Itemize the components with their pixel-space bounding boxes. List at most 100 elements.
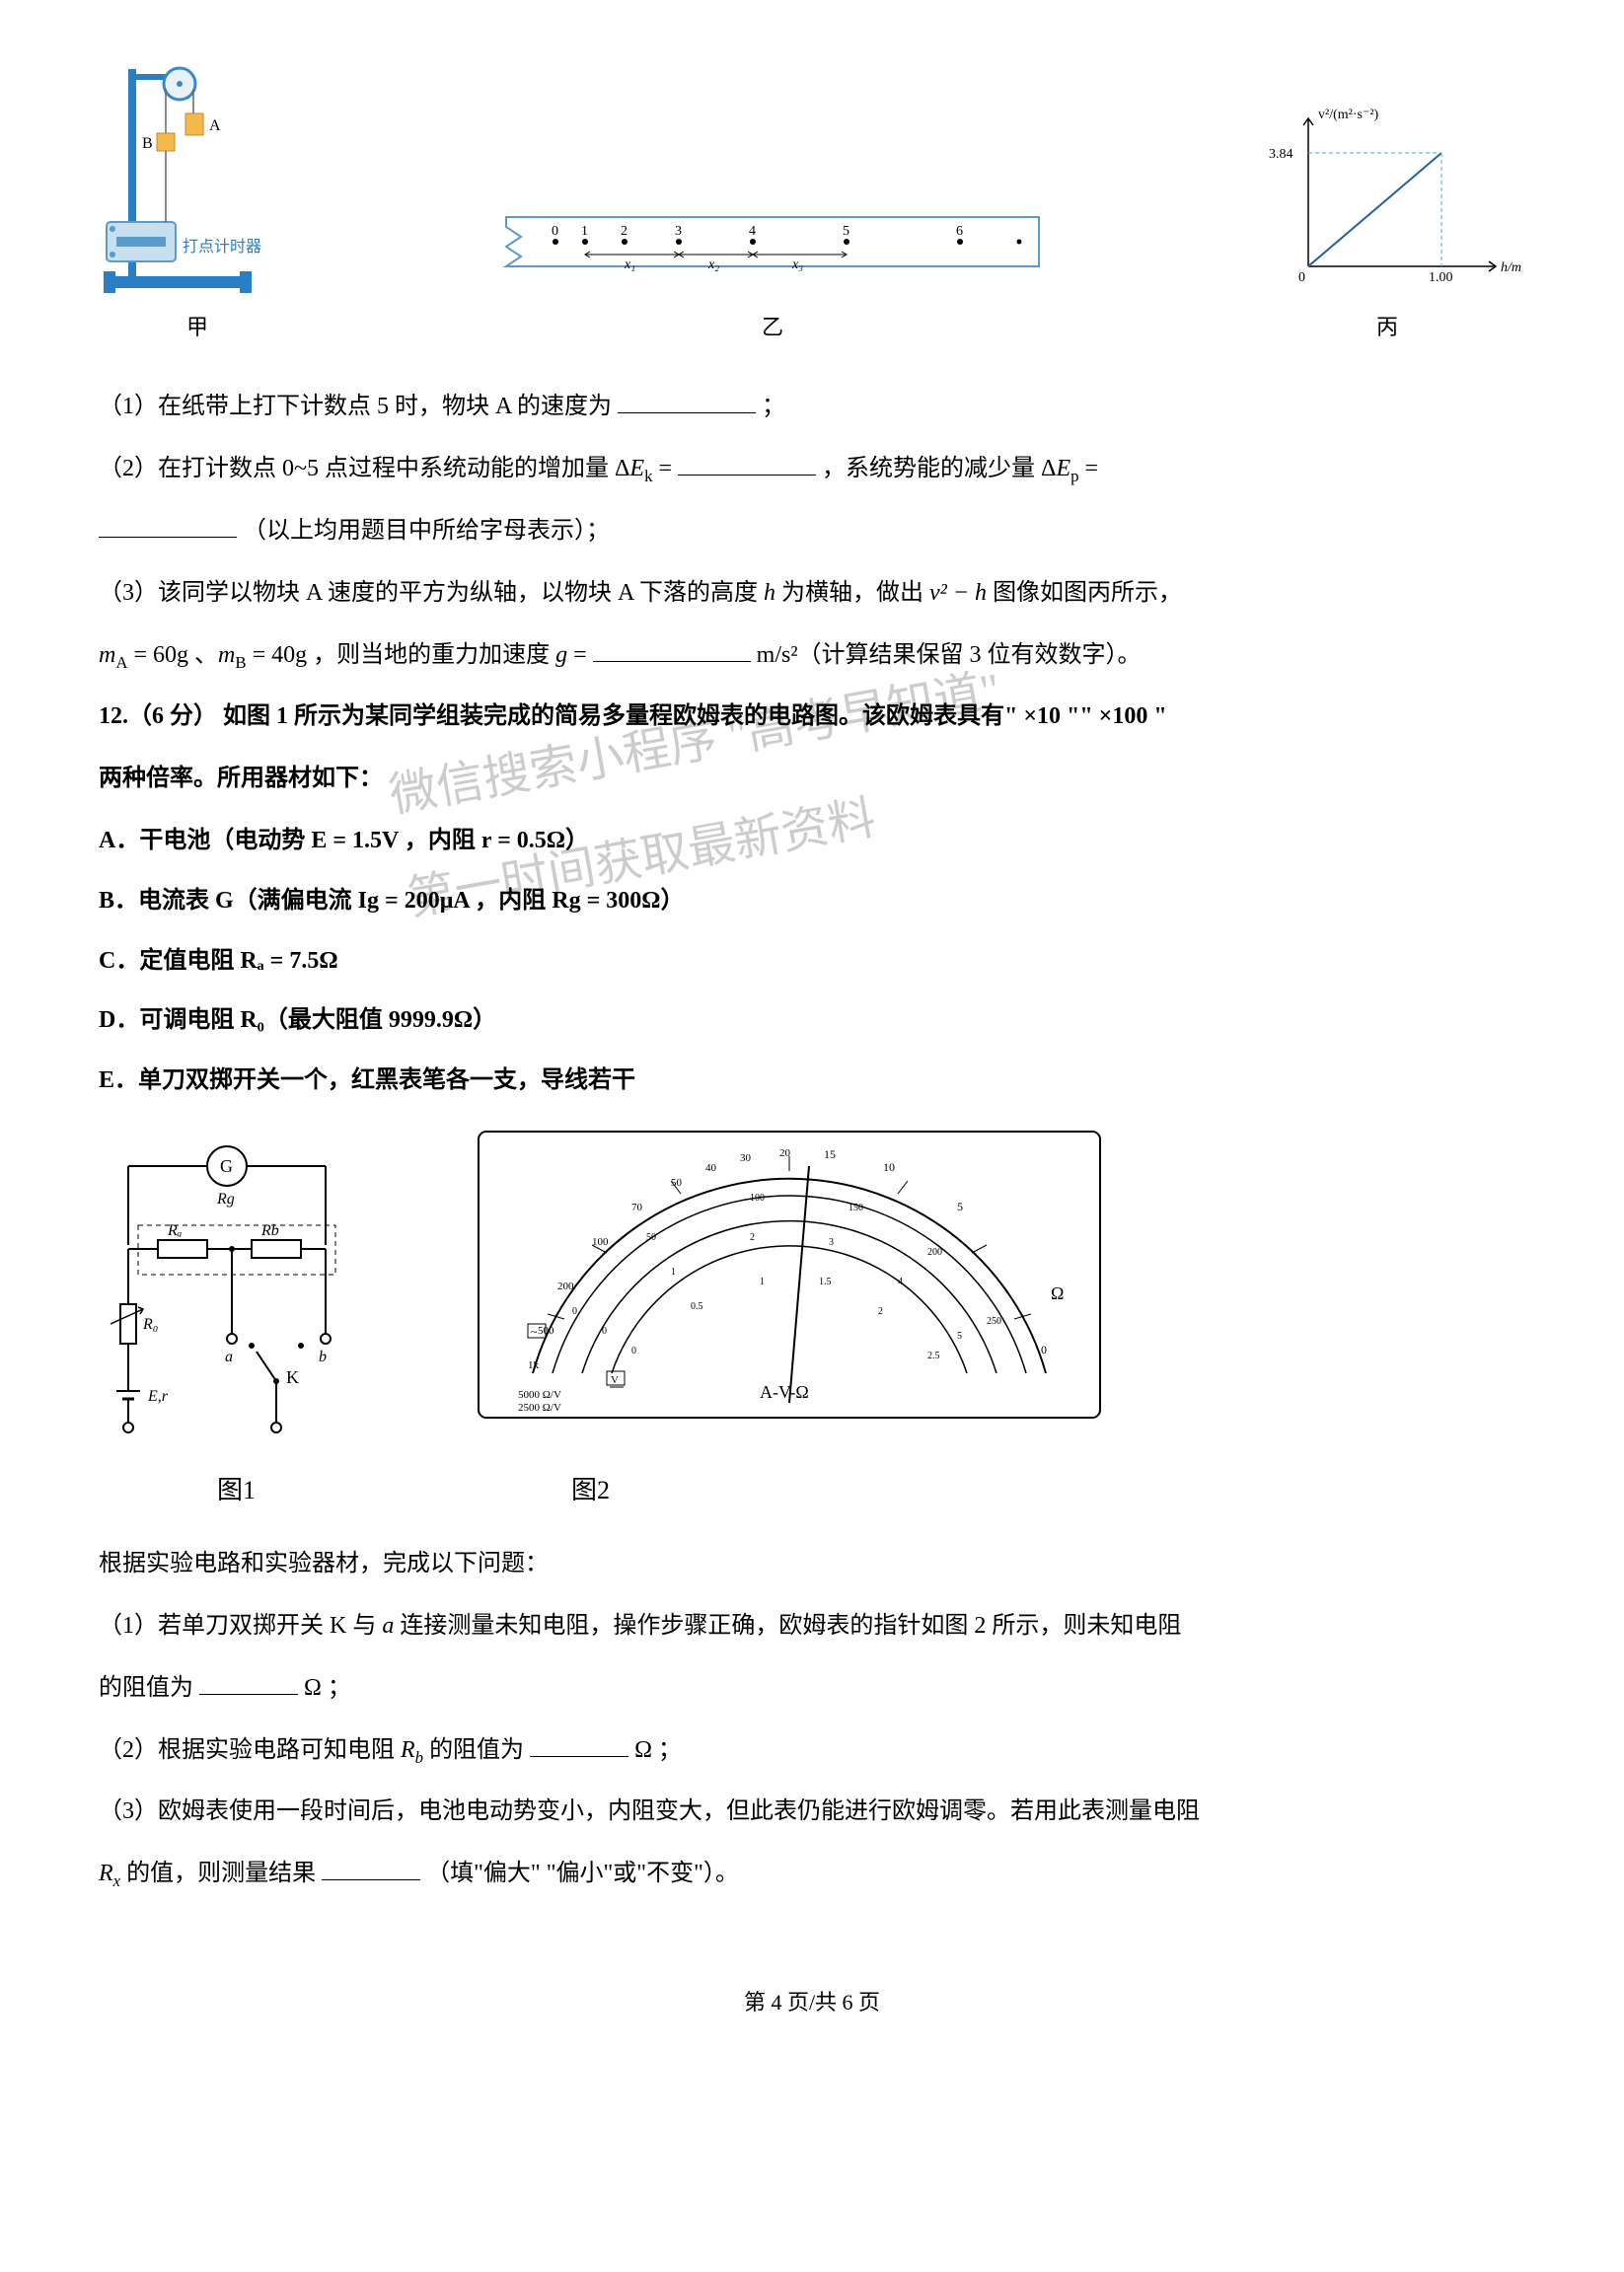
q12-p3-mid: 的值，则测量结果 xyxy=(126,1861,316,1886)
q12-p3-Rx: R xyxy=(99,1861,113,1886)
q1-v2h: v² − h xyxy=(929,580,987,606)
q1-p3-pre: （3）该同学以物块 A 速度的平方为纵轴，以物块 A 下落的高度 xyxy=(99,580,764,606)
q1-Ep: E xyxy=(1056,456,1070,481)
blank-R-unknown xyxy=(199,1671,298,1695)
svg-text:3: 3 xyxy=(675,224,682,239)
svg-text:2: 2 xyxy=(621,224,627,239)
tape-svg: 0 1 2 3 4 5 6 x₁ x₂ x₃ xyxy=(496,197,1049,296)
q12-part3-line2: Rx 的值，则测量结果 （填"偏大" "偏小"或"不变"）。 xyxy=(99,1848,1525,1900)
svg-text:40: 40 xyxy=(705,1162,717,1174)
q12-part1: （1）若单刀双掷开关 K 与 a 连接测量未知电阻，操作步骤正确，欧姆表的指针如… xyxy=(99,1600,1525,1652)
fig1-label: 图1 xyxy=(217,1462,256,1518)
svg-text:x₂: x₂ xyxy=(707,257,719,272)
svg-text:E,r: E,r xyxy=(147,1388,169,1405)
figure-tape: 0 1 2 3 4 5 6 x₁ x₂ x₃ xyxy=(496,197,1049,351)
q1-mB: m xyxy=(218,642,235,668)
q1-p2-mid: ，系统势能的减少量 Δ xyxy=(822,456,1056,481)
page-footer: 第 4 页/共 6 页 xyxy=(99,1979,1525,2026)
svg-text:0.5: 0.5 xyxy=(691,1301,703,1312)
q1-p3-eq: = xyxy=(567,642,593,668)
q1-p3-m2: 图像如图丙所示， xyxy=(987,580,1182,606)
svg-text:15: 15 xyxy=(824,1147,836,1161)
q12-p3-pre: （3）欧姆表使用一段时间后，电池电动势变小，内阻变大，但此表仍能进行欧姆调零。若… xyxy=(99,1798,1200,1824)
apparatus-svg: A B 打点计时器 xyxy=(99,59,296,296)
svg-text:1k: 1k xyxy=(528,1359,540,1371)
q1-p3-m1: 为横轴，做出 xyxy=(775,580,929,606)
svg-text:100: 100 xyxy=(750,1193,765,1204)
svg-text:A: A xyxy=(209,117,221,134)
q12-item-A: A．干电池（电动势 E = 1.5V ，内阻 r = 0.5Ω） xyxy=(99,815,1525,867)
figure-apparatus: A B 打点计时器 甲 xyxy=(99,59,296,351)
svg-text:0: 0 xyxy=(552,224,558,239)
svg-text:5: 5 xyxy=(957,1200,963,1213)
q1-p2-pre: （2）在打计数点 0~5 点过程中系统动能的增加量 Δ xyxy=(99,456,629,481)
fig-caption-tape: 乙 xyxy=(762,304,783,351)
blank-Rb xyxy=(530,1733,628,1757)
svg-text:4: 4 xyxy=(749,224,756,239)
q12-p1-a: a xyxy=(382,1613,394,1639)
graph-svg: v²/(m²·s⁻²) h/m 0 3.84 1.00 xyxy=(1249,99,1525,296)
q12-intro: 根据实验电路和实验器材，完成以下问题： xyxy=(99,1538,1525,1590)
svg-text:v²/(m²·s⁻²): v²/(m²·s⁻²) xyxy=(1318,108,1379,122)
svg-text:4: 4 xyxy=(898,1277,903,1287)
blank-g xyxy=(593,638,751,662)
q1-part3-line2: mA = 60g 、mB = 40g ，则当地的重力加速度 g = m/s²（计… xyxy=(99,629,1525,682)
q1-mB-val: = 40g ，则当地的重力加速度 xyxy=(247,642,556,668)
svg-text:A-V-Ω: A-V-Ω xyxy=(760,1382,809,1402)
q12-p2-pre: （2）根据实验电路可知电阻 xyxy=(99,1737,401,1763)
svg-text:3: 3 xyxy=(829,1237,834,1248)
fig-caption-apparatus: 甲 xyxy=(186,304,208,351)
svg-text:2: 2 xyxy=(878,1306,883,1317)
q1-p: p xyxy=(1070,467,1078,485)
q12-part3: （3）欧姆表使用一段时间后，电池电动势变小，内阻变大，但此表仍能进行欧姆调零。若… xyxy=(99,1786,1525,1838)
svg-text:h/m: h/m xyxy=(1501,260,1521,275)
q12-p2-Rb: R xyxy=(401,1737,415,1763)
q12-heading: 12.（6 分） 如图 1 所示为某同学组装完成的简易多量程欧姆表的电路图。该欧… xyxy=(99,691,1525,743)
q12-part2: （2）根据实验电路可知电阻 Rb 的阻值为 Ω ； xyxy=(99,1724,1525,1777)
svg-text:G: G xyxy=(220,1156,233,1176)
q1-part2-line2: （以上均用题目中所给字母表示）； xyxy=(99,505,1525,557)
svg-text:6: 6 xyxy=(956,224,963,239)
svg-text:B: B xyxy=(142,135,153,152)
svg-text:Rₐ: Rₐ xyxy=(167,1222,183,1239)
svg-text:~: ~ xyxy=(531,1325,538,1339)
q12-p1-pre: （1）若单刀双掷开关 K 与 xyxy=(99,1613,382,1639)
svg-text:0: 0 xyxy=(1041,1343,1047,1356)
svg-text:0: 0 xyxy=(631,1346,636,1356)
svg-text:10: 10 xyxy=(883,1160,895,1174)
svg-text:Rg: Rg xyxy=(216,1191,235,1208)
q12-p3-end: （填"偏大" "偏小"或"不变"）。 xyxy=(426,1861,739,1886)
svg-text:0: 0 xyxy=(1298,270,1305,285)
q1-mA-sub: A xyxy=(115,652,127,671)
q12-p2-unit: Ω ； xyxy=(634,1737,682,1763)
circuit-row: G Rg Rₐ Rb R₀ E,r xyxy=(99,1127,1525,1442)
svg-text:V: V xyxy=(611,1374,619,1386)
q12-p2-b: b xyxy=(415,1747,423,1766)
svg-text:1: 1 xyxy=(581,224,588,239)
meter-svg: 1k 500 200 100 70 50 40 30 20 15 10 5 0 … xyxy=(474,1127,1105,1423)
svg-text:0: 0 xyxy=(602,1326,607,1337)
q1-mA: m xyxy=(99,642,115,668)
q12-part1-line2: 的阻值为 Ω ； xyxy=(99,1662,1525,1715)
svg-text:20: 20 xyxy=(779,1147,791,1159)
svg-text:200: 200 xyxy=(927,1247,942,1258)
blank-Ek xyxy=(678,452,816,476)
figures-row: A B 打点计时器 甲 0 1 2 3 4 xyxy=(99,59,1525,351)
svg-text:150: 150 xyxy=(849,1203,863,1213)
svg-text:5000 Ω/V: 5000 Ω/V xyxy=(518,1389,561,1401)
q12-p3-x: x xyxy=(113,1871,120,1890)
q1-part2: （2）在打计数点 0~5 点过程中系统动能的增加量 ΔEk = ，系统势能的减少… xyxy=(99,443,1525,495)
svg-text:K: K xyxy=(286,1367,299,1387)
svg-text:R₀: R₀ xyxy=(142,1316,158,1333)
q1-part1-post: ； xyxy=(762,394,785,419)
figure-graph: v²/(m²·s⁻²) h/m 0 3.84 1.00 丙 xyxy=(1249,99,1525,351)
q12-item-E: E．单刀双掷开关一个，红黑表笔各一支，导线若干 xyxy=(99,1055,1525,1107)
svg-text:Rb: Rb xyxy=(260,1222,279,1239)
q1-part3: （3）该同学以物块 A 速度的平方为纵轴，以物块 A 下落的高度 h 为横轴，做… xyxy=(99,567,1525,620)
svg-text:2: 2 xyxy=(750,1232,755,1243)
svg-text:b: b xyxy=(319,1349,327,1365)
svg-text:70: 70 xyxy=(631,1202,643,1213)
blank-velocity xyxy=(618,390,756,413)
q12-p1-l2: 的阻值为 xyxy=(99,1675,193,1701)
q1-part1: （1）在纸带上打下计数点 5 时，物块 A 的速度为 ； xyxy=(99,381,1525,433)
